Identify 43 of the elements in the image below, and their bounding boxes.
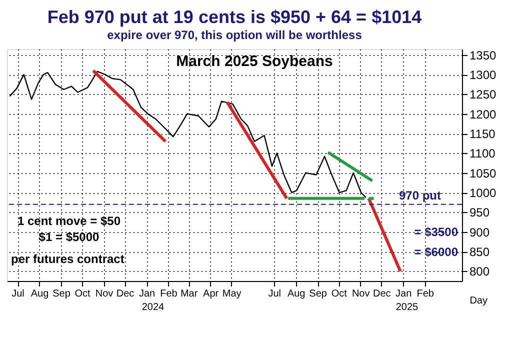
y-tick-label: 1350 bbox=[470, 48, 497, 62]
x-tick-label: Jul bbox=[12, 288, 24, 300]
annotation: March 2025 Soybeans bbox=[176, 53, 333, 70]
x-tick-label: Mar bbox=[180, 288, 198, 300]
y-tick-label: 1150 bbox=[470, 127, 496, 142]
y-tick-label: 800 bbox=[470, 264, 490, 279]
x-tick-label: Feb bbox=[160, 288, 178, 300]
x-tick-label: Sep bbox=[52, 288, 71, 300]
x-tick-label: Jan bbox=[396, 288, 412, 300]
chart-title: Feb 970 put at 19 cents is $950 + 64 = $1014 bbox=[47, 6, 422, 27]
x-tick-label: Apr bbox=[203, 288, 220, 300]
x-tick-label: Jan bbox=[138, 288, 156, 300]
y-tick-label: 1200 bbox=[470, 107, 497, 122]
x-tick-label: May bbox=[222, 288, 242, 300]
x-tick-label: Aug bbox=[30, 288, 49, 300]
x-tick-label: Dec bbox=[116, 288, 134, 300]
x-tick-label: Oct bbox=[331, 288, 348, 300]
x-tick-label: Feb bbox=[416, 288, 434, 300]
x-tick-label: Sep bbox=[309, 288, 328, 300]
x-axis-title: Day bbox=[470, 296, 488, 306]
x-tick-label: Aug bbox=[287, 288, 306, 300]
y-tick-label: 1050 bbox=[470, 166, 497, 180]
y-tick-label: 1300 bbox=[470, 68, 497, 82]
x-tick-label: Nov bbox=[95, 288, 114, 300]
text: 2025 bbox=[396, 302, 419, 313]
annotation: per futures contract bbox=[11, 252, 124, 266]
chart-subtitle: expire over 970, this option will be worthless bbox=[107, 28, 362, 42]
text: 2024 bbox=[142, 302, 165, 313]
x-tick-label: Oct bbox=[74, 288, 91, 300]
annotation: = $6000 bbox=[414, 245, 458, 259]
y-tick-label: 900 bbox=[470, 225, 490, 240]
y-tick-label: 1100 bbox=[470, 146, 496, 161]
x-tick-label: Dec bbox=[372, 288, 391, 300]
y-tick-label: 850 bbox=[470, 245, 490, 260]
y-tick-label: 950 bbox=[470, 206, 490, 220]
annotation: = $3500 bbox=[414, 225, 458, 239]
x-tick-label: Nov bbox=[352, 288, 370, 300]
y-tick-label: 1250 bbox=[470, 88, 497, 102]
x-tick-label: Jul bbox=[268, 288, 282, 300]
annotation: $1 = $5000 bbox=[38, 230, 100, 244]
ref-line-label: 970 put bbox=[398, 188, 442, 202]
y-tick-label: 1000 bbox=[470, 186, 497, 200]
annotation: 1 cent move = $50 bbox=[17, 214, 121, 228]
